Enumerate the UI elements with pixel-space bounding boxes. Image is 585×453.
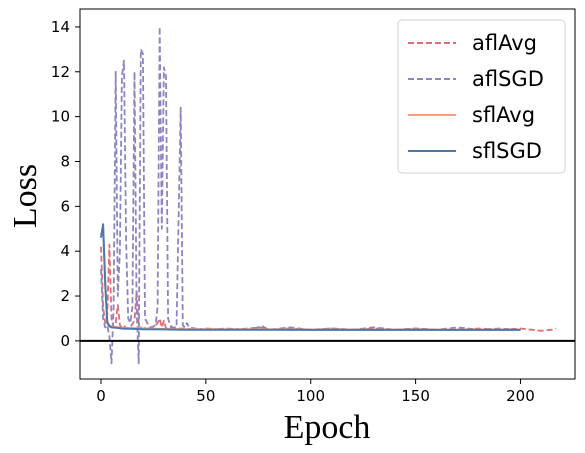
x-tick-label: 150 (401, 387, 430, 405)
series-line-sflSGD (100, 223, 521, 331)
x-axis-title: Epoch (284, 409, 371, 446)
x-tick-label: 0 (96, 387, 106, 405)
x-tick-label: 200 (506, 387, 535, 405)
y-tick-label: 14 (51, 18, 70, 36)
series-layer (80, 26, 575, 365)
y-tick-label: 12 (51, 63, 70, 81)
legend-label-aflAvg: aflAvg (472, 31, 537, 55)
y-tick-label: 6 (60, 197, 70, 215)
y-axis-title: Loss (7, 164, 44, 228)
plot-frame (79, 8, 576, 380)
legend-label-sflAvg: sflAvg (472, 103, 535, 127)
series-line-sflAvg (100, 225, 521, 331)
y-tick-label: 8 (60, 152, 70, 170)
x-tick-label: 100 (296, 387, 325, 405)
y-tick-label: 10 (51, 108, 70, 126)
y-tick-label: 4 (60, 242, 70, 260)
legend: aflAvg aflSGD sflAvg sflSGD (397, 19, 566, 174)
series-line-aflAvg (100, 243, 557, 332)
y-tick-label: 0 (60, 332, 70, 350)
legend-box (397, 19, 566, 174)
y-tick-label: 2 (60, 287, 70, 305)
legend-label-aflSGD: aflSGD (472, 67, 544, 91)
x-tick-label: 50 (196, 387, 215, 405)
legend-label-sflSGD: sflSGD (472, 139, 542, 163)
axes-layer: 0 50 100 150 200 0 2 4 6 8 10 12 14 (51, 8, 576, 405)
